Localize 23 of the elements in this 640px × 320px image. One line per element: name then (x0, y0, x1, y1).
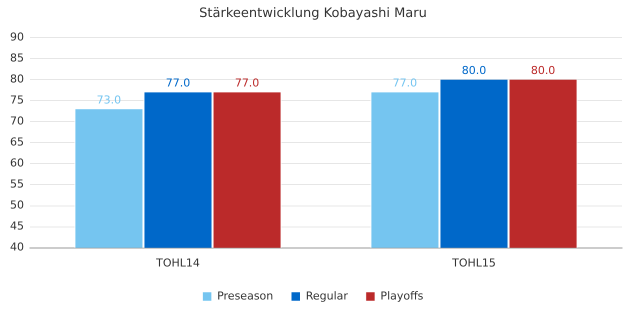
y-tick-label: 40 (10, 240, 24, 254)
y-tick-label: 90 (10, 30, 24, 44)
y-tick-label: 45 (10, 220, 24, 233)
data-label: 80.0 (530, 64, 556, 77)
y-tick-label: 65 (10, 136, 24, 149)
legend-label: Regular (306, 289, 348, 302)
data-label: 77.0 (166, 76, 190, 90)
y-tick-label: 50 (10, 198, 24, 212)
y-tick-label: 80 (10, 72, 24, 86)
y-tick-label: 70 (10, 114, 24, 128)
legend-label: Playoffs (380, 289, 424, 302)
data-label: 73.0 (96, 93, 122, 106)
data-label: 77.0 (234, 76, 260, 90)
x-tick-label: TOHL14 (155, 256, 200, 270)
y-tick-label: 55 (10, 178, 24, 191)
y-tick-label: 75 (10, 94, 24, 107)
data-label: 77.0 (392, 76, 418, 90)
data-label: 80.0 (462, 64, 486, 77)
y-tick-label: 60 (10, 156, 24, 170)
y-tick-label: 85 (10, 51, 24, 64)
x-tick-label: TOHL15 (451, 256, 496, 270)
chart-title: Stärkeentwicklung Kobayashi Maru (199, 6, 427, 22)
legend-label: Preseason (217, 289, 274, 302)
